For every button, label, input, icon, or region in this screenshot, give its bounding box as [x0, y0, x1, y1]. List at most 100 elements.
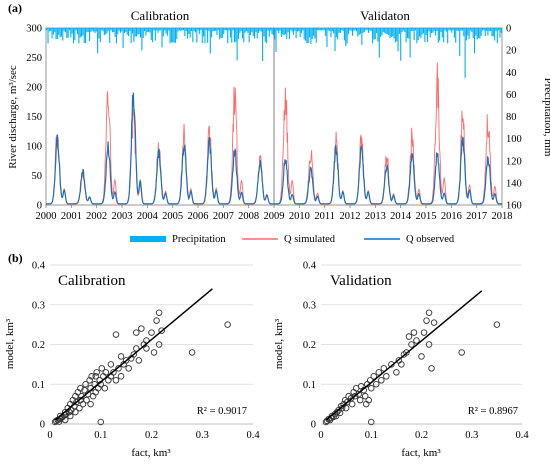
data-point [98, 365, 106, 372]
data-point [143, 345, 150, 352]
y-tick-label: 0.2 [32, 340, 45, 351]
x-tick-label: 0.1 [365, 430, 378, 441]
right-tick-label: 160 [506, 201, 522, 212]
data-point [67, 412, 74, 420]
data-point [82, 381, 89, 388]
panel-a-label: (a) [8, 1, 22, 15]
data-point [378, 377, 385, 384]
left-tick-label: 250 [26, 53, 42, 64]
x-tick-label: 2015 [416, 211, 437, 222]
x-tick-label: 2017 [466, 211, 487, 222]
data-point [361, 392, 369, 400]
left-tick-label: 200 [26, 83, 42, 94]
data-point [110, 369, 117, 376]
data-point [341, 396, 349, 404]
data-point [101, 384, 109, 392]
data-point [408, 341, 415, 348]
y-tick-label: 0.4 [32, 261, 46, 272]
data-point [102, 369, 110, 376]
x-tick-label: 2002 [86, 211, 107, 222]
right-tick-label: 60 [506, 90, 517, 101]
x-tick-label: 0.2 [415, 430, 428, 441]
data-point [342, 404, 350, 412]
y-tick-label: 0.1 [32, 380, 45, 391]
data-point [155, 309, 163, 316]
data-point [493, 321, 501, 328]
data-point [133, 329, 140, 336]
right-tick-label: 120 [506, 156, 522, 167]
legend-label-q-observed: Q observed [406, 234, 455, 245]
validation-xlabel: fact, km³ [401, 447, 441, 459]
data-point [93, 369, 100, 376]
data-point [420, 329, 428, 336]
validation-r2: R² = 0.8967 [468, 406, 518, 417]
x-tick-label: 2006 [188, 211, 209, 222]
data-point [130, 351, 137, 358]
data-point [88, 373, 95, 380]
x-tick-label: 0 [47, 430, 52, 441]
y-tick-label: 0 [311, 420, 316, 431]
x-tick-label: 2012 [340, 211, 361, 222]
data-point [92, 373, 99, 380]
panel-b-label: (b) [8, 251, 23, 265]
data-point [458, 349, 465, 356]
data-point [148, 329, 155, 336]
left-tick-label: 100 [26, 142, 42, 153]
data-point [155, 341, 163, 348]
x-tick-label: 2016 [441, 211, 462, 222]
legend-swatch-precipitation [130, 236, 166, 242]
trend-line [54, 288, 213, 421]
y-tick-label: 0.3 [303, 300, 316, 311]
data-point [393, 369, 400, 376]
x-tick-label: 2004 [137, 211, 159, 222]
legend-label-precipitation: Precipitation [172, 234, 226, 245]
data-point [347, 394, 355, 402]
data-point [153, 317, 160, 324]
right-tick-label: 80 [506, 112, 517, 123]
calibration-ylabel: model, km³ [4, 318, 16, 369]
x-tick-label: 0.2 [145, 430, 158, 441]
calibration-r2: R² = 0.9017 [197, 406, 247, 417]
data-point [425, 309, 433, 316]
calibration-scatter: 0 0.1 0.2 0.3 0.4 0 0.1 0.2 0.3 0.4 [32, 261, 260, 442]
data-point [77, 384, 84, 392]
data-point [368, 418, 375, 426]
y-tick-label: 0.1 [303, 380, 316, 391]
data-point [224, 321, 231, 328]
data-point [375, 369, 383, 376]
x-tick-label: 2007 [213, 211, 234, 222]
data-point [188, 349, 196, 356]
calibration-title: Calibration [58, 273, 126, 289]
data-point [332, 412, 340, 420]
data-point [410, 329, 418, 336]
data-point [418, 353, 425, 360]
data-point [112, 377, 120, 384]
data-point [423, 317, 430, 324]
data-point [158, 327, 165, 334]
legend-label-q-simulated: Q simulated [284, 234, 336, 245]
data-point [117, 373, 125, 380]
data-point [86, 377, 93, 384]
data-point [73, 398, 80, 406]
right-tick-label: 100 [506, 134, 522, 145]
x-tick-label: 0.3 [465, 430, 478, 441]
data-point [365, 396, 372, 404]
validation-period-label: Validaton [360, 8, 410, 23]
y-tick-label: 0 [40, 420, 45, 431]
data-point [125, 365, 132, 372]
data-point [368, 384, 375, 392]
left-tick-label: 0 [37, 201, 42, 212]
x-tick-label: 2005 [162, 211, 183, 222]
x-tick-label: 0.4 [515, 430, 529, 441]
data-point [355, 390, 362, 398]
x-tick-label: 2013 [365, 211, 386, 222]
data-point [135, 357, 143, 364]
x-tick-label: 0.1 [94, 430, 107, 441]
calibration-xlabel: fact, km³ [131, 447, 171, 459]
data-point [76, 404, 83, 412]
validation-title: Validation [330, 273, 392, 289]
data-point [356, 396, 364, 404]
data-point [107, 361, 115, 368]
data-point [112, 331, 120, 338]
